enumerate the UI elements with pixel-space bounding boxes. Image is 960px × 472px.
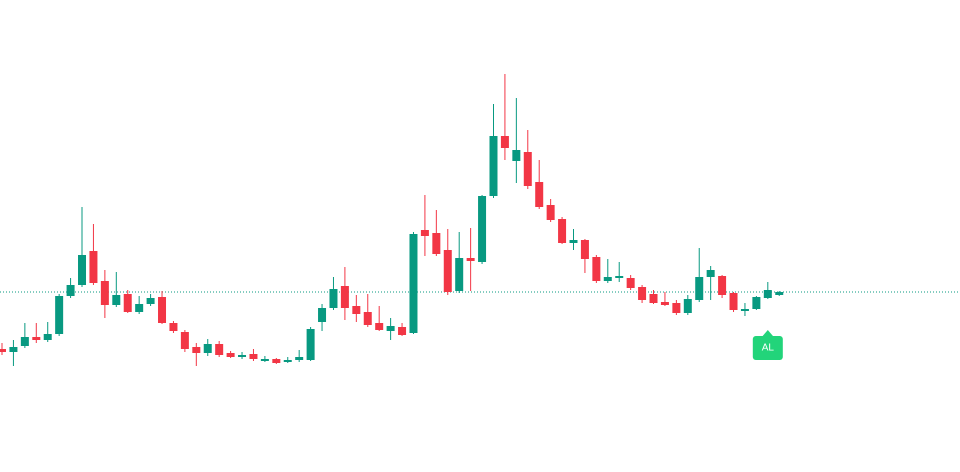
- candle-body: [363, 312, 372, 325]
- candle-body: [466, 258, 475, 261]
- candle-body: [158, 297, 167, 323]
- candle-body: [112, 295, 121, 305]
- candle-body: [512, 150, 521, 161]
- candle-body: [729, 293, 738, 310]
- candle-body: [375, 323, 384, 330]
- candle-body: [683, 299, 692, 313]
- candle-body: [283, 360, 292, 362]
- candle-body: [238, 355, 247, 357]
- candle-body: [615, 276, 624, 278]
- candle-body: [763, 290, 772, 298]
- candle-body: [89, 251, 98, 283]
- candle-body: [580, 240, 589, 259]
- candle-body: [638, 287, 647, 300]
- candle-body: [752, 297, 761, 309]
- candle-body: [569, 240, 578, 243]
- candle-body: [192, 347, 201, 353]
- signal-arrow: [761, 330, 774, 337]
- candle-body: [660, 302, 669, 305]
- candle-body: [318, 308, 327, 322]
- candle-body: [455, 258, 464, 291]
- candle-body: [9, 347, 18, 352]
- candle-body: [626, 278, 635, 288]
- candle-body: [649, 294, 658, 303]
- candle-body: [123, 294, 132, 312]
- candle-body: [695, 277, 704, 300]
- candle-body: [775, 292, 784, 295]
- candle-body: [295, 357, 304, 360]
- candle-body: [386, 326, 395, 331]
- candle-body: [20, 337, 29, 346]
- candle-body: [500, 136, 509, 148]
- candle-body: [135, 304, 144, 312]
- candle-body: [272, 359, 281, 363]
- candle-body: [672, 303, 681, 313]
- candle-body: [740, 309, 749, 311]
- candle-body: [409, 234, 418, 333]
- candle-body: [478, 196, 487, 262]
- candle-body: [215, 344, 224, 355]
- candle-body: [535, 182, 544, 207]
- candle-body: [352, 306, 361, 314]
- candle-body: [420, 230, 429, 236]
- candle-body: [340, 286, 349, 308]
- signal-box: [752, 336, 783, 360]
- candle-body: [180, 332, 189, 349]
- signal-marker: AL: [752, 330, 783, 360]
- candle-body: [43, 334, 52, 340]
- candle-body: [78, 255, 87, 285]
- candle-body: [203, 344, 212, 353]
- signal-label: AL: [762, 343, 775, 354]
- candle-body: [523, 152, 532, 186]
- candle-body: [169, 323, 178, 331]
- candle-body: [249, 354, 258, 359]
- candle-body: [329, 289, 338, 308]
- candle-body: [718, 276, 727, 295]
- candle-body: [432, 233, 441, 254]
- candle-body: [0, 349, 6, 352]
- candle-body: [100, 281, 109, 305]
- candle-body: [32, 337, 41, 340]
- candle-body: [489, 136, 498, 196]
- candle-body: [226, 353, 235, 357]
- candle-body: [603, 277, 612, 281]
- candle-body: [260, 359, 269, 361]
- candle-body: [592, 257, 601, 281]
- candle-body: [443, 250, 452, 292]
- candle-body: [306, 329, 315, 360]
- candle-body: [146, 298, 155, 304]
- candle-body: [66, 285, 75, 296]
- candle-body: [706, 270, 715, 277]
- candle-body: [398, 327, 407, 335]
- candle-body: [558, 219, 567, 243]
- candle-body: [55, 296, 64, 334]
- candle-body: [546, 205, 555, 220]
